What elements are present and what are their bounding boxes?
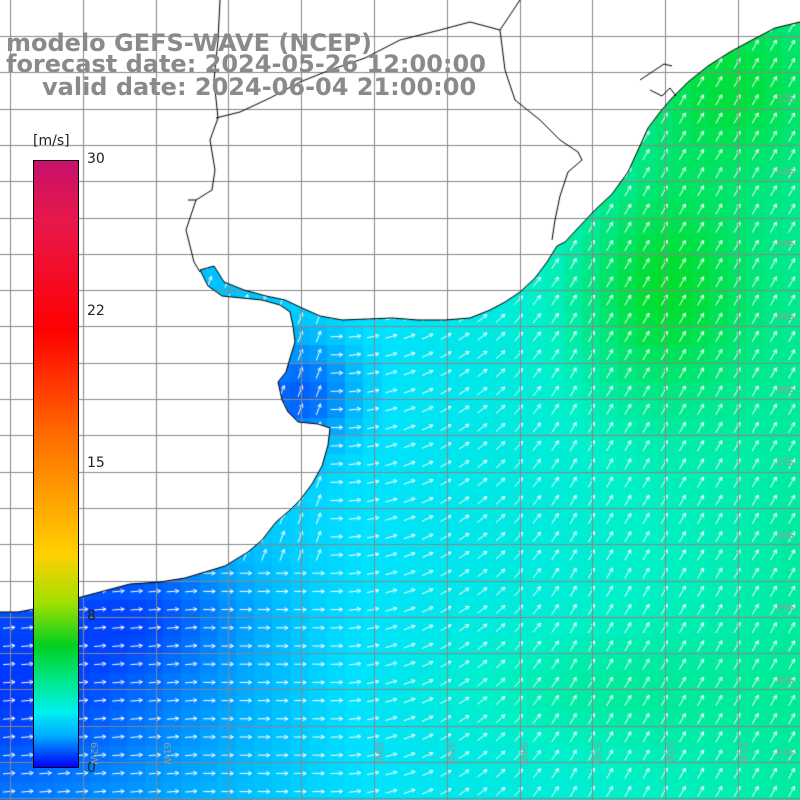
colorbar-tick: 8	[87, 608, 96, 624]
lon-label: 52W	[664, 742, 675, 765]
forecast-date: forecast date: 2024-05-26 12:00:00	[6, 50, 486, 78]
lat-label: 41S	[775, 748, 795, 759]
lat-label: 32S	[775, 94, 795, 105]
lat-label: 40S	[775, 676, 795, 687]
lat-label: 36S	[775, 385, 795, 396]
colorbar-tick: 0	[87, 760, 96, 776]
lon-label: 53W	[591, 742, 602, 765]
lat-label: 38S	[775, 531, 795, 542]
lon-label: 61W	[161, 742, 172, 765]
lat-label: 37S	[775, 458, 795, 469]
lat-label: 34S	[775, 239, 795, 250]
lon-label: 62W	[88, 742, 99, 765]
colorbar-units: [m/s]	[33, 133, 70, 149]
lon-label: 54W	[518, 742, 529, 765]
colorbar-tick: 15	[87, 455, 105, 471]
lat-label: 35S	[775, 312, 795, 323]
lat-label: 39S	[775, 603, 795, 614]
lat-label: 33S	[775, 167, 795, 178]
valid-date: valid date: 2024-06-04 21:00:00	[42, 73, 477, 101]
lon-label: 55W	[445, 742, 456, 765]
lon-label: 51W	[737, 742, 748, 765]
lon-label: 58W	[373, 742, 384, 765]
colorbar-tick: 22	[87, 303, 105, 319]
model-title: modelo GEFS-WAVE (NCEP)	[6, 29, 372, 57]
colorbar	[33, 160, 79, 768]
colorbar-tick: 30	[87, 151, 105, 167]
